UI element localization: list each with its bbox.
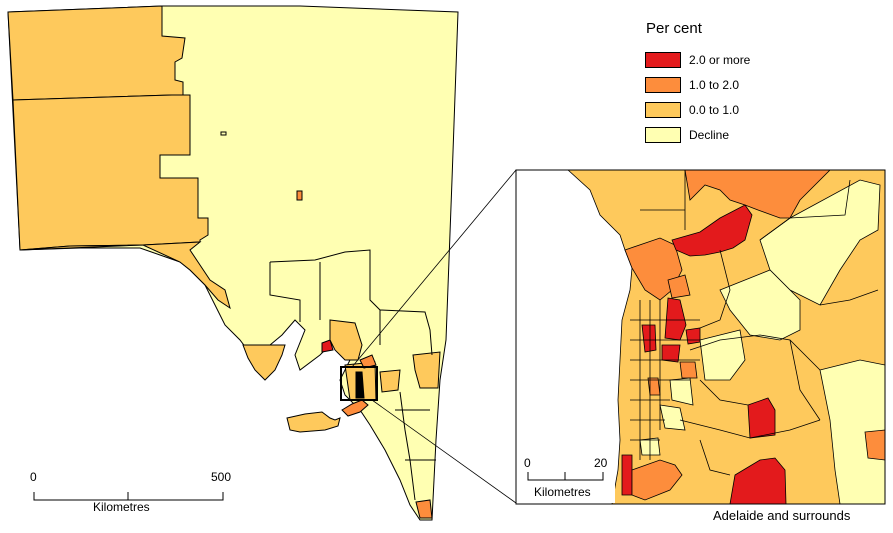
region-eyre [242,344,286,381]
inset-locator-box [340,366,378,401]
legend-label: 0.0 to 1.0 [689,102,740,117]
region-west-north [7,5,186,101]
inset-region-south-orange [631,459,683,501]
inset-region-metro-red-4 [685,327,701,345]
inset-region-coast-red [621,454,633,496]
region-west-coast [19,241,231,310]
inset-region-south-red-1 [747,397,776,439]
inset-region-red-north [671,204,753,257]
region-outback-town [296,190,303,201]
inset-region-east-orange [864,429,885,461]
inset-region-metro-red-1 [664,297,687,341]
inset-leader-bottom [371,399,517,504]
legend-item-1-to-2: 1.0 to 2.0 [645,72,750,97]
legend-label: 2.0 or more [689,52,751,67]
legend-swatch [645,126,681,143]
inset-region-east-decline-2 [719,269,801,341]
legend: Per cent 2.0 or more 1.0 to 2.0 0.0 to 1… [645,20,750,147]
legend-swatch [645,101,681,118]
inset-caption: Adelaide and surrounds [713,508,851,523]
region-outback-small [220,131,227,136]
inset-region-metro-red-2 [641,324,657,353]
inset-region-metro-orange-1 [667,274,691,299]
main-scale-bar [33,492,224,501]
region-whyalla [321,339,334,353]
inset-region-metro-decline-1 [669,377,694,406]
region-mount-gambier [415,499,433,519]
inset-region-metro-red-3 [661,344,681,363]
region-fleurieu [341,399,369,417]
legend-label: 1.0 to 2.0 [689,77,740,92]
legend-label: Decline [689,127,730,142]
inset-scale-start: 0 [524,456,531,470]
inset-frame [515,169,886,505]
legend-title: Per cent [646,20,702,37]
legend-swatch [645,76,681,93]
region-murraylands [379,369,401,393]
inset-leader-top [351,169,517,368]
inset-internal-boundaries [630,170,879,476]
inset-region-southeast-decline [819,359,885,504]
inset-scale-unit: Kilometres [534,485,591,499]
inset-region-south-red-2 [729,457,787,504]
inset-region-metro-orange-3 [679,361,698,379]
main-map [7,5,459,521]
region-kangaroo-island [286,411,341,433]
inset-region-east-decline-1 [759,179,881,306]
legend-item-0-to-1: 0.0 to 1.0 [645,97,750,122]
internal-boundaries [269,249,436,501]
legend-item-decline: Decline [645,122,750,147]
main-scale-end: 500 [211,470,232,484]
inset-region-north-orange [684,170,831,219]
inset-scale-end: 20 [594,456,608,470]
adelaide-metro-dense [355,371,365,399]
region-barossa [359,354,377,369]
legend-swatch [645,51,681,68]
inset-map [515,169,886,505]
inset-scale-bg [517,448,615,503]
main-scale-unit: Kilometres [93,500,150,514]
main-scale-start: 0 [30,470,37,484]
region-riverland [412,351,441,389]
legend-item-2-or-more: 2.0 or more [645,47,750,72]
inset-scale-bar [527,472,604,481]
